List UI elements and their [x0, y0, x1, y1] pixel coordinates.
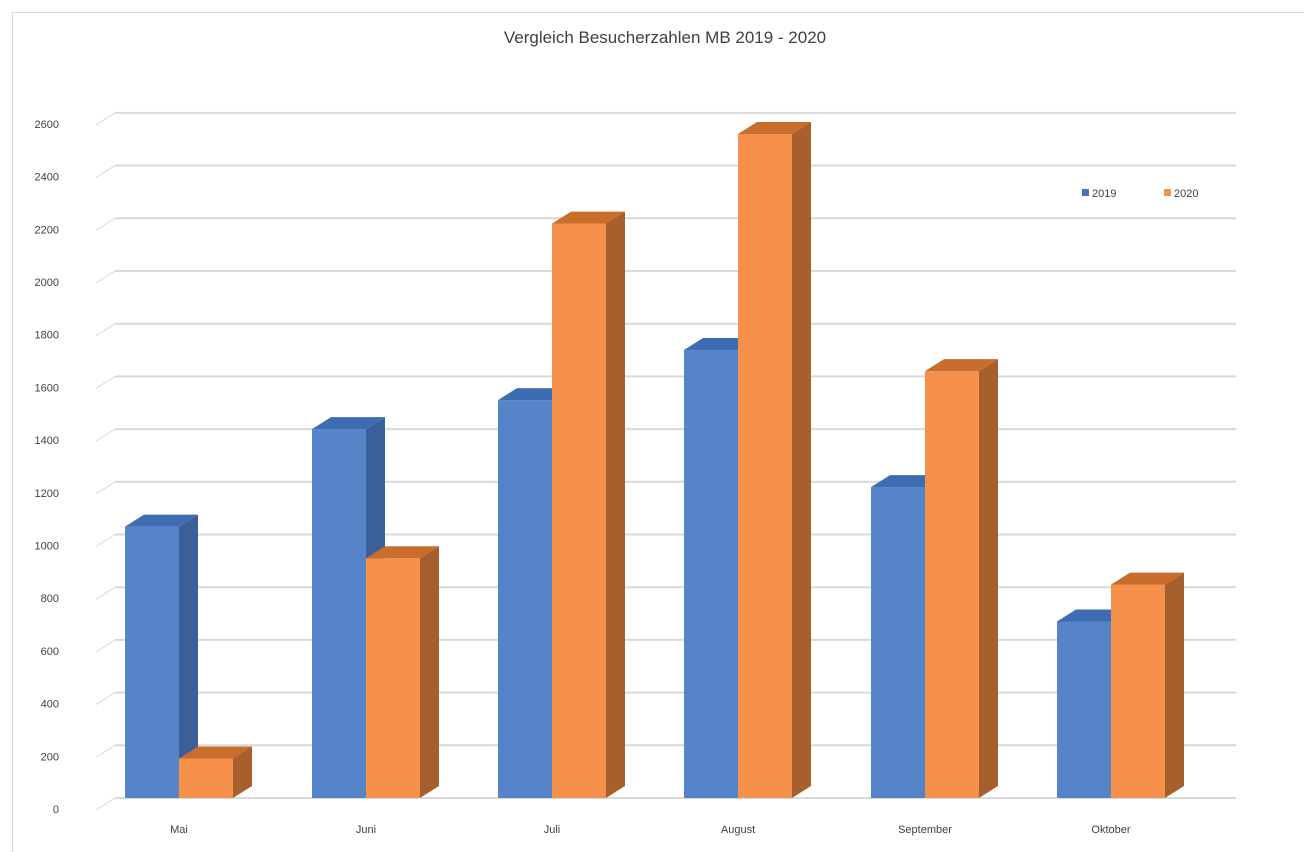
bar-2020-1 — [366, 546, 439, 798]
bar-side — [606, 211, 625, 798]
bar-front — [1111, 584, 1165, 798]
legend: 2019 2020 — [1082, 188, 1198, 200]
grid-layer — [95, 111, 1236, 811]
y-tick-label: 2200 — [35, 224, 59, 236]
grid-diagonal-5 — [95, 534, 116, 547]
grid-diagonal-0 — [95, 797, 116, 811]
grid-diagonal-8 — [95, 375, 116, 389]
bar-top — [312, 417, 385, 430]
bar-top — [1111, 572, 1184, 585]
grid-diagonal-9 — [95, 323, 116, 337]
bar-side — [979, 359, 998, 798]
grid-diagonal-12 — [95, 165, 116, 179]
bar-top — [366, 546, 439, 559]
bar-2020-4 — [925, 359, 998, 798]
bar-front — [498, 400, 552, 798]
bar-top — [925, 359, 998, 372]
y-tick-label: 2600 — [35, 119, 59, 131]
bar-front — [366, 558, 420, 798]
legend-swatch-2020 — [1164, 189, 1171, 196]
bar-front — [738, 133, 792, 799]
y-tick-label: 800 — [41, 593, 59, 605]
x-tick-label: Oktober — [1091, 824, 1130, 836]
y-tick-label: 1200 — [35, 488, 59, 500]
y-axis-ticks: 0 200 400 600 800 1000 1200 1400 1600 1800 2000 220… — [35, 119, 59, 816]
grid-diagonal-2 — [95, 692, 116, 706]
x-tick-label: August — [721, 824, 755, 836]
y-tick-label: 2000 — [35, 277, 59, 289]
grid-diagonal-4 — [95, 586, 116, 600]
legend-swatch-2019 — [1082, 189, 1089, 196]
x-axis-ticks: Mai Juni Juli August September Oktober — [170, 824, 1131, 836]
y-tick-label: 1600 — [35, 382, 59, 394]
bar-front — [871, 487, 925, 798]
grid-diagonal-6 — [95, 481, 116, 495]
grid-diagonal-3 — [95, 639, 116, 653]
bar-front — [552, 223, 606, 798]
bar-2020-5 — [1111, 572, 1184, 798]
bar-front — [925, 371, 979, 798]
x-tick-label: September — [898, 824, 952, 836]
bar-side — [420, 546, 439, 798]
bar-2020-3 — [738, 121, 811, 799]
bar-top — [552, 211, 625, 224]
y-tick-label: 1400 — [35, 435, 59, 447]
bar-side — [792, 121, 811, 799]
bar-2019-0 — [125, 514, 198, 798]
y-tick-label: 600 — [41, 646, 59, 658]
grid-diagonal-10 — [95, 270, 116, 284]
bar-2020-0 — [179, 746, 252, 798]
y-tick-label: 1800 — [35, 330, 59, 342]
grid-diagonal-1 — [95, 744, 116, 758]
bar-top — [738, 121, 811, 134]
x-tick-label: Juli — [544, 824, 561, 836]
bar-side — [1165, 572, 1184, 798]
bar-front — [125, 526, 179, 798]
bar-2020-2 — [552, 211, 625, 798]
grid-diagonal-7 — [95, 428, 116, 442]
y-tick-label: 2400 — [35, 172, 59, 184]
y-tick-label: 0 — [53, 804, 59, 816]
grid-diagonal-13 — [95, 112, 116, 126]
bar-side — [233, 746, 252, 798]
bars — [125, 121, 1184, 799]
bar-front — [312, 429, 366, 798]
legend-label-2020: 2020 — [1174, 188, 1198, 200]
bar-front — [179, 758, 233, 798]
y-tick-label: 200 — [41, 751, 59, 763]
bar-front — [684, 350, 738, 798]
x-tick-label: Mai — [170, 824, 188, 836]
legend-label-2019: 2019 — [1092, 188, 1116, 200]
bar-top — [179, 746, 252, 759]
chart-border — [12, 12, 1304, 852]
chart-title: Vergleich Besucherzahlen MB 2019 - 2020 — [504, 28, 826, 47]
grid-diagonal-11 — [95, 217, 116, 231]
y-tick-label: 1000 — [35, 541, 59, 553]
y-tick-label: 400 — [41, 699, 59, 711]
bar-top — [125, 514, 198, 527]
x-tick-label: Juni — [356, 824, 376, 836]
bar-front — [1057, 621, 1111, 798]
bar-side — [179, 514, 198, 798]
